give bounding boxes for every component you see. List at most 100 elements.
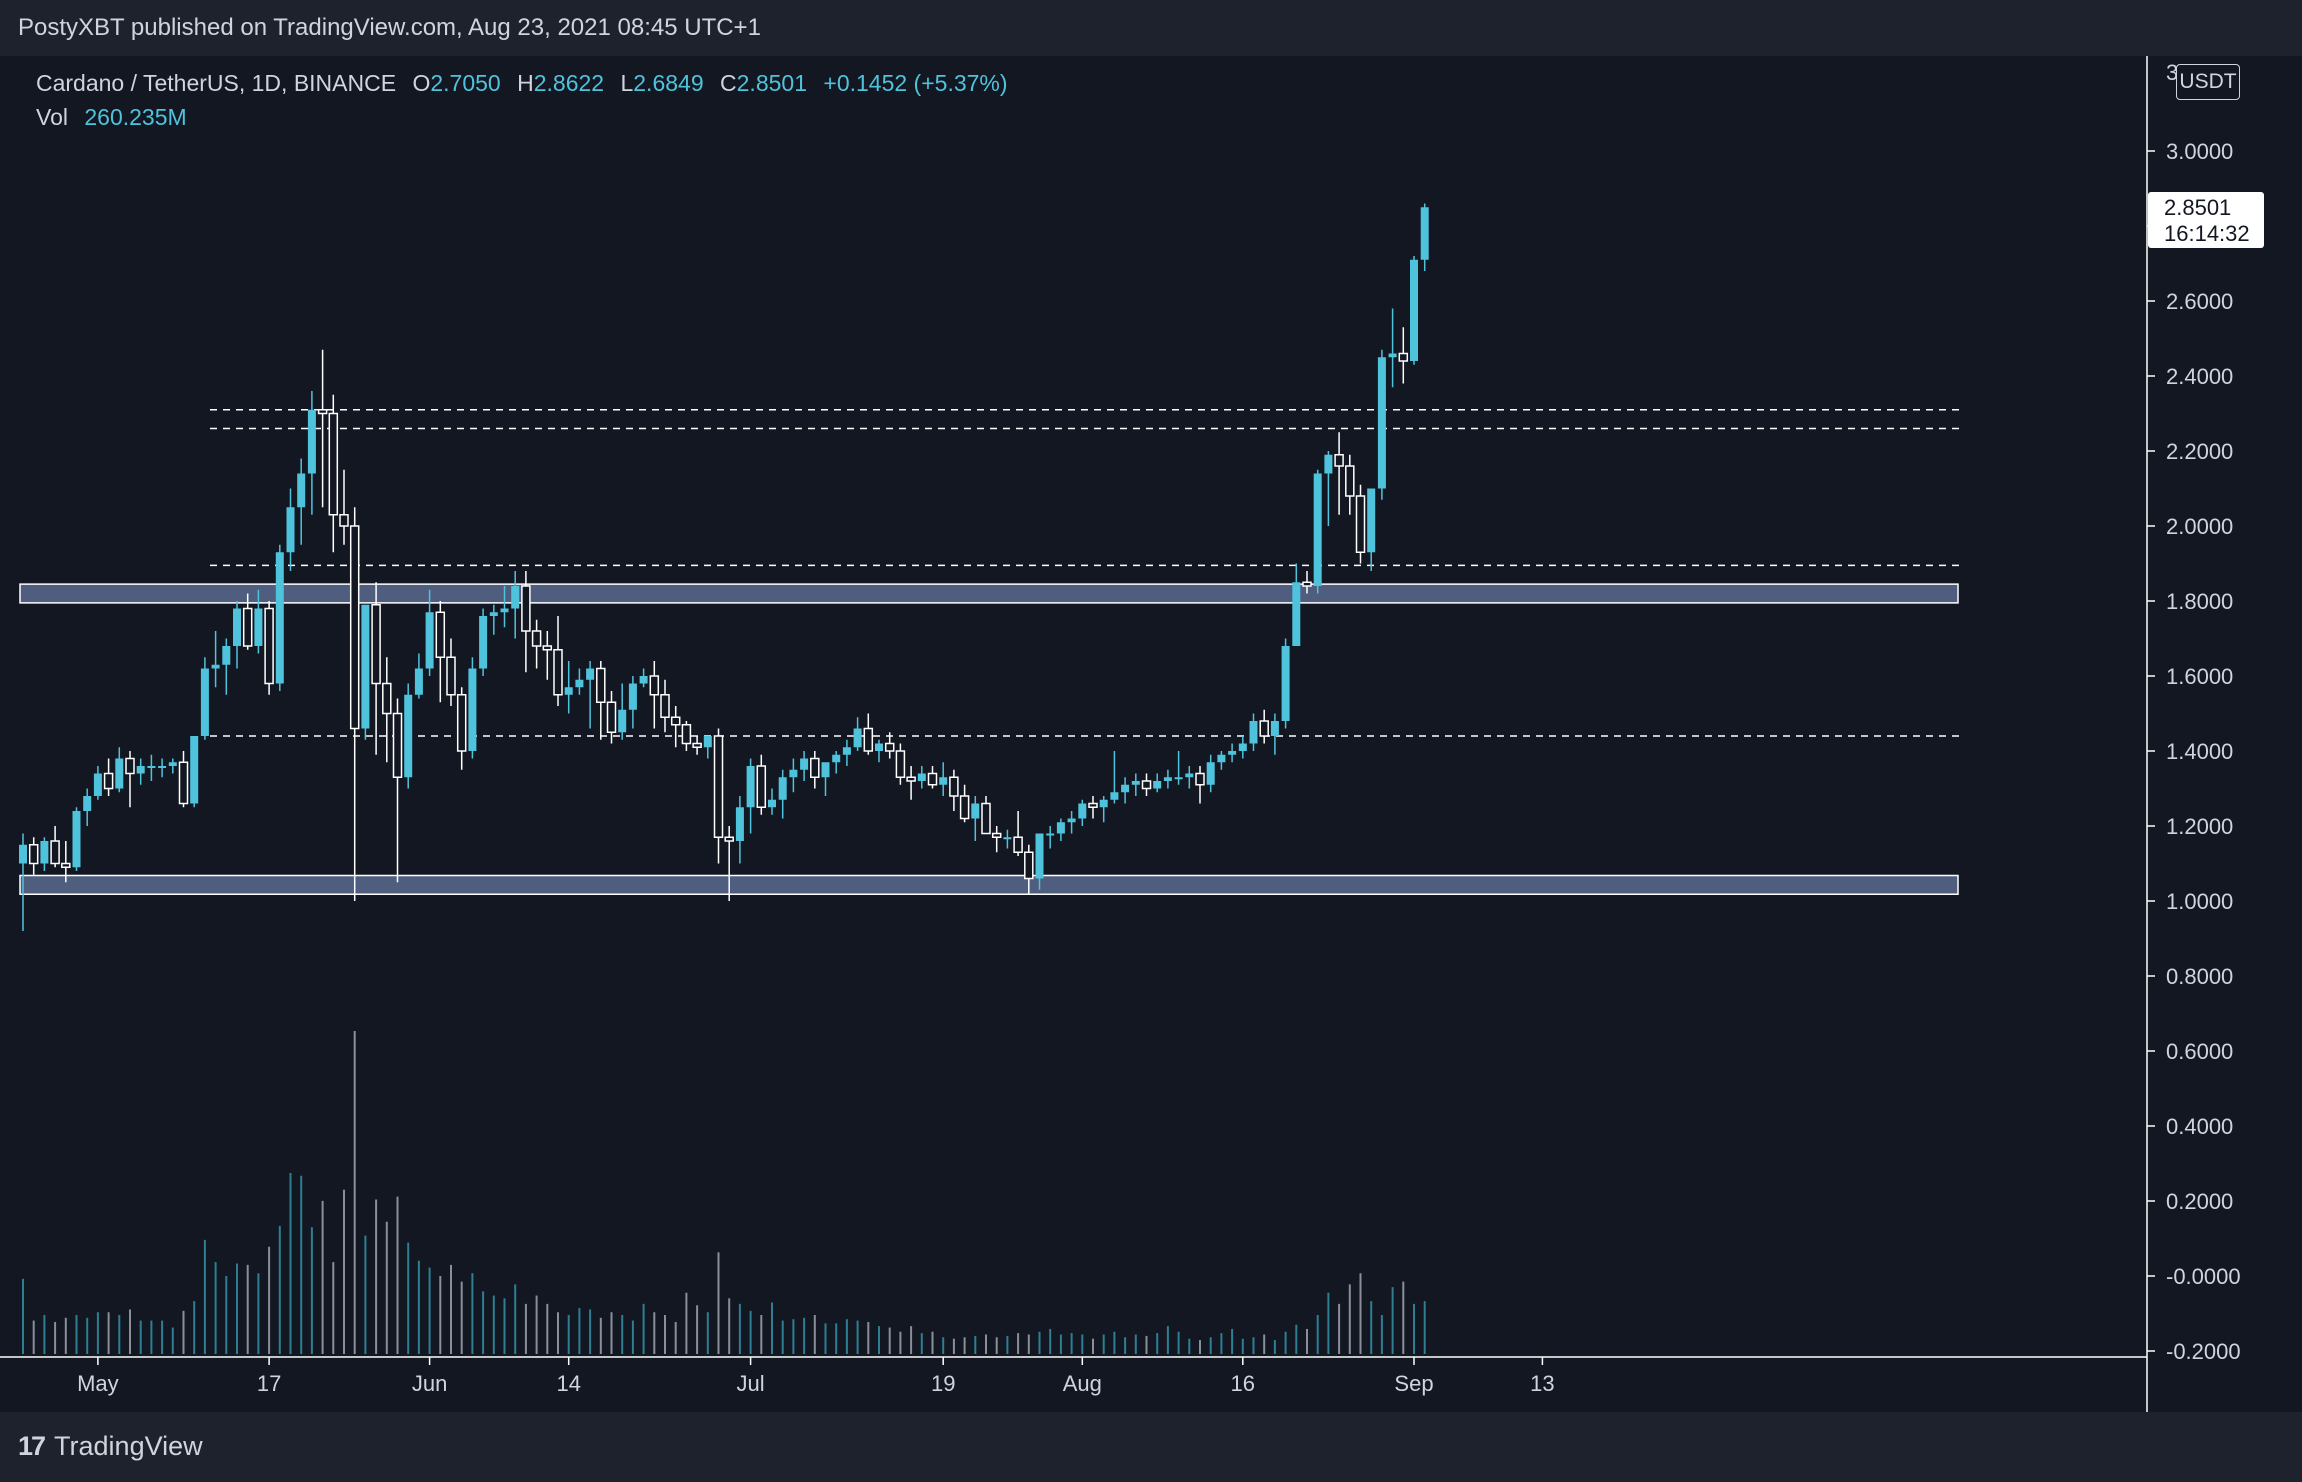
candle-body [575, 679, 584, 688]
candle-body [1088, 802, 1098, 808]
candle-body [103, 772, 114, 790]
candle-body [317, 409, 328, 415]
x-tick-label: 16 [1231, 1371, 1255, 1396]
y-tick-label: 2.6000 [2166, 289, 2233, 314]
y-tick-label: -0.2000 [2166, 1339, 2241, 1364]
candle-body [1259, 720, 1269, 737]
candle-body [50, 840, 60, 865]
candle-body [1270, 721, 1279, 736]
candle-body [959, 795, 970, 820]
candle-body [949, 776, 959, 797]
candle-body [832, 754, 841, 763]
candle-body [1024, 851, 1034, 880]
candle-body [1345, 465, 1355, 497]
candle-body [404, 694, 413, 778]
candle-body [927, 772, 938, 786]
candle-body [1313, 473, 1322, 586]
candle-body [971, 803, 980, 819]
candle-body [596, 667, 606, 703]
candle-body [756, 765, 767, 808]
candle-body [649, 675, 660, 696]
candle-body [1185, 773, 1194, 778]
candle-body [778, 777, 787, 800]
high-value: 2.8622 [533, 70, 605, 96]
bar-countdown: 16:14:32 [2164, 221, 2250, 246]
candle-body [618, 709, 627, 733]
candle-body [1281, 646, 1290, 721]
candle-body [61, 862, 71, 868]
candle-body [681, 724, 692, 745]
candle-body [939, 777, 948, 785]
candle-body [800, 758, 809, 770]
x-tick-label: Jul [737, 1371, 765, 1396]
candle-body [1249, 721, 1258, 744]
candle-body [703, 736, 712, 748]
published-info: PostyXBT published on TradingView.com, A… [18, 14, 761, 41]
candle-body [1238, 743, 1247, 751]
zone-band [19, 874, 1959, 895]
candle-body [1302, 581, 1312, 587]
candle-body [639, 676, 648, 684]
candle-body [821, 762, 830, 778]
candle-body [489, 612, 498, 616]
ohlc-legend: Cardano / TetherUS, 1D, BINANCE O2.7050 … [36, 70, 1008, 97]
candle-body [1035, 833, 1044, 879]
candle-body [692, 742, 702, 748]
y-tick-label: 1.2000 [2166, 814, 2233, 839]
y-tick-label: 3 [2166, 60, 2178, 85]
candle-body [1067, 818, 1076, 823]
candle-body [863, 727, 874, 752]
brand-name: TradingView [54, 1431, 203, 1461]
candle-body [895, 750, 906, 778]
candle-body [842, 747, 851, 755]
candle-body [1377, 357, 1386, 489]
currency-badge[interactable]: USDT [2176, 64, 2240, 100]
candle-body [435, 611, 446, 658]
candle-body [328, 412, 339, 516]
candle-body [414, 668, 423, 695]
y-tick-label: 2.4000 [2166, 364, 2233, 389]
candle-body [713, 735, 724, 838]
candle-body [981, 802, 991, 835]
time-axis-labels: May 17 Jun 14 Jul 19 Aug 16 Sep 13 [77, 1357, 1555, 1396]
candle-body [136, 766, 145, 774]
y-tick-label: 1.0000 [2166, 889, 2233, 914]
candle-body [1174, 777, 1183, 780]
candle-body [1153, 781, 1162, 789]
last-price-value: 2.8501 [2164, 195, 2232, 220]
candle-body [1367, 488, 1376, 553]
candle-body [83, 796, 92, 811]
y-tick-label: 0.4000 [2166, 1114, 2233, 1139]
candle-body [991, 832, 1002, 838]
candle-body [222, 646, 231, 665]
open-label: O [412, 70, 431, 96]
top-bar [0, 0, 2302, 56]
y-tick-label: 1.4000 [2166, 739, 2233, 764]
candle-body [178, 761, 189, 805]
candles [19, 203, 1429, 931]
candle-body [735, 807, 744, 841]
vol-label: Vol [36, 104, 68, 130]
x-tick-label: 13 [1530, 1371, 1554, 1396]
x-tick-label: Jun [412, 1371, 447, 1396]
candle-body [1099, 799, 1108, 808]
candle-body [125, 757, 135, 775]
last-price-tag: 2.8501 16:14:32 [2148, 192, 2264, 248]
symbol-title[interactable]: Cardano / TetherUS, 1D, BINANCE [36, 70, 397, 96]
candle-body [1228, 751, 1237, 755]
low-label: L [620, 70, 634, 96]
price-chart[interactable]: 3.00002.80002.60002.40002.20002.00001.80… [0, 56, 2302, 1412]
candle-body [1013, 836, 1023, 853]
candle-body [853, 728, 862, 748]
candle-body [392, 712, 403, 778]
vol-value: 260.235M [84, 104, 187, 130]
candle-body [1141, 780, 1152, 790]
candle-body [19, 844, 27, 864]
tradingview-logo[interactable]: 17 TradingView [18, 1431, 203, 1462]
candle-body [286, 507, 295, 553]
candle-body [789, 769, 798, 778]
volume-bars [22, 1031, 1426, 1354]
candle-body [875, 743, 883, 751]
candle-body [456, 694, 467, 752]
x-tick-label: 17 [257, 1371, 281, 1396]
